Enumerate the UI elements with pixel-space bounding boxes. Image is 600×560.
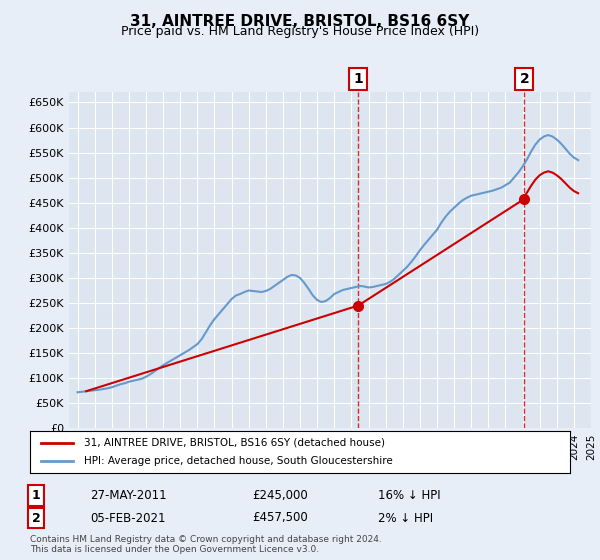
Text: 1: 1 <box>32 489 40 502</box>
Text: 27-MAY-2011: 27-MAY-2011 <box>90 489 167 502</box>
Text: 31, AINTREE DRIVE, BRISTOL, BS16 6SY (detached house): 31, AINTREE DRIVE, BRISTOL, BS16 6SY (de… <box>84 438 385 448</box>
Text: 2: 2 <box>32 511 40 525</box>
Text: 31, AINTREE DRIVE, BRISTOL, BS16 6SY: 31, AINTREE DRIVE, BRISTOL, BS16 6SY <box>130 14 470 29</box>
Text: 05-FEB-2021: 05-FEB-2021 <box>90 511 166 525</box>
Text: 2: 2 <box>520 72 529 86</box>
Text: 2% ↓ HPI: 2% ↓ HPI <box>378 511 433 525</box>
Text: HPI: Average price, detached house, South Gloucestershire: HPI: Average price, detached house, Sout… <box>84 456 393 466</box>
Text: This data is licensed under the Open Government Licence v3.0.: This data is licensed under the Open Gov… <box>30 545 319 554</box>
Text: £457,500: £457,500 <box>252 511 308 525</box>
Text: Contains HM Land Registry data © Crown copyright and database right 2024.: Contains HM Land Registry data © Crown c… <box>30 535 382 544</box>
Text: Price paid vs. HM Land Registry's House Price Index (HPI): Price paid vs. HM Land Registry's House … <box>121 25 479 38</box>
Text: £245,000: £245,000 <box>252 489 308 502</box>
Text: 1: 1 <box>353 72 363 86</box>
Text: 16% ↓ HPI: 16% ↓ HPI <box>378 489 440 502</box>
